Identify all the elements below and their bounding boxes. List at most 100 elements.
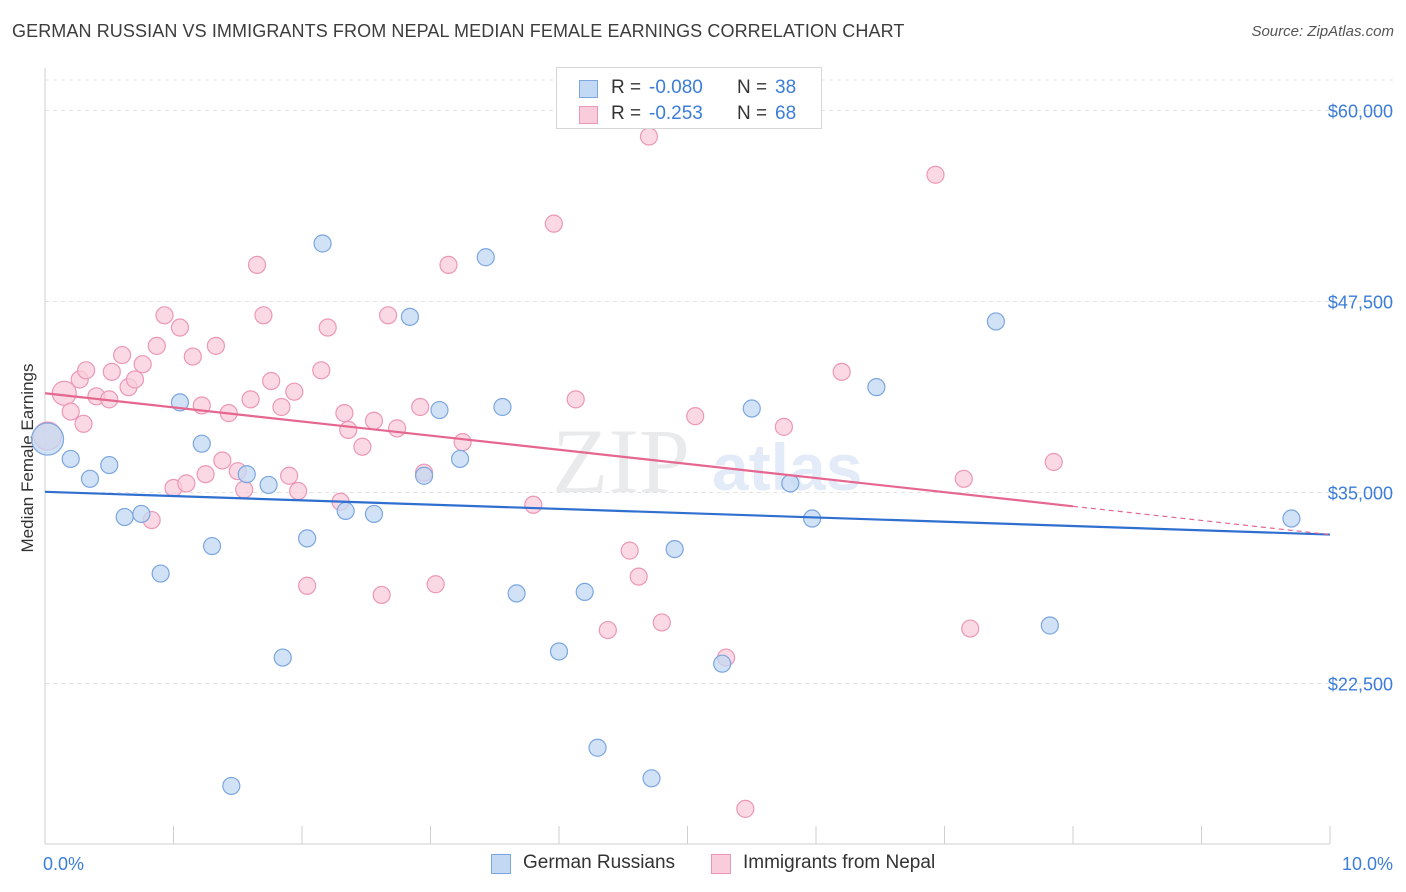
legend-r-label: R = xyxy=(611,77,642,98)
trend-line-nepal xyxy=(44,392,1074,508)
nepal-point xyxy=(177,474,196,493)
german-russian-point xyxy=(450,449,470,469)
nepal-point xyxy=(961,619,980,638)
nepal-point xyxy=(439,255,458,274)
nepal-point xyxy=(102,362,121,381)
nepal-point xyxy=(339,420,358,440)
nepal-point xyxy=(620,541,639,560)
german-russian-point xyxy=(1282,509,1301,528)
german-russian-point xyxy=(414,466,434,485)
nepal-point xyxy=(686,407,705,426)
legend-n-label: N = xyxy=(737,77,768,98)
german-russian-point xyxy=(336,501,355,520)
german-russian-point xyxy=(298,529,317,548)
german-russian-point xyxy=(430,400,449,420)
nepal-point xyxy=(298,576,317,595)
nepal-point xyxy=(1044,452,1063,472)
trend-line-nepal-extension xyxy=(1072,505,1331,536)
legend-swatch-blue xyxy=(579,80,598,98)
nepal-point xyxy=(926,165,945,184)
y-tick-label: $22,500 xyxy=(1328,675,1393,695)
nepal-point xyxy=(196,465,215,484)
nepal-point xyxy=(289,481,308,501)
gridlines xyxy=(45,79,1394,685)
german-russian-point xyxy=(642,769,661,788)
german-russian-point xyxy=(781,474,800,493)
watermark: ZIP atlas xyxy=(552,410,862,512)
german-russian-point xyxy=(742,399,761,418)
german-russian-point xyxy=(192,434,211,453)
nepal-point xyxy=(544,214,563,233)
nepal-point xyxy=(206,336,226,355)
legend-n-value: 38 xyxy=(775,77,797,98)
german-russian-point xyxy=(507,584,526,603)
german-russian-point xyxy=(400,307,420,326)
german-russian-point xyxy=(237,465,256,484)
trend-line-german-russians xyxy=(44,490,1331,536)
german-russian-point xyxy=(222,776,241,796)
nepal-point xyxy=(372,585,391,605)
nepal-point xyxy=(774,417,793,436)
german-russian-point xyxy=(588,738,607,757)
german-russian-point xyxy=(61,449,80,469)
trend-lines xyxy=(44,392,1331,536)
german-russian-point xyxy=(151,564,170,583)
series-label: German Russians xyxy=(523,852,676,873)
nepal-point xyxy=(954,469,973,488)
legend-r-label: R = xyxy=(611,103,642,124)
nepal-point xyxy=(74,414,93,433)
legend-n-label: N = xyxy=(737,103,768,124)
nepal-point xyxy=(832,362,851,381)
german-russian-point xyxy=(364,504,384,524)
nepal-point xyxy=(254,306,273,325)
nepal-point xyxy=(155,306,174,325)
german-russian-point xyxy=(1040,616,1059,635)
german-russian-point xyxy=(259,475,278,495)
nepal-point xyxy=(147,336,166,355)
x-tick-label-min: 0.0% xyxy=(43,854,84,874)
german-russian-point xyxy=(867,378,886,397)
german-russian-point xyxy=(100,455,119,475)
german-russian-point xyxy=(575,582,594,601)
tick-labels: $22,500 $35,000 $47,500 $60,000 0.0% 10.0% xyxy=(43,102,1393,874)
nepal-point xyxy=(77,361,96,380)
nepal-point xyxy=(411,397,430,417)
german-russian-point xyxy=(132,504,151,524)
nepal-point xyxy=(426,575,445,594)
german-russian-point xyxy=(202,536,222,556)
nepal-point xyxy=(213,451,232,470)
nepal-point xyxy=(241,390,260,409)
series-label: Immigrants from Nepal xyxy=(743,852,936,873)
nepal-point xyxy=(453,433,472,452)
nepal-point xyxy=(566,390,585,409)
nepal-point xyxy=(247,255,267,274)
german-russian-point xyxy=(713,654,732,673)
axes xyxy=(44,68,1331,845)
nepal-point xyxy=(629,567,648,586)
nepal-point xyxy=(318,318,337,337)
german-russian-point xyxy=(80,469,100,488)
nepal-point xyxy=(170,318,190,337)
legend-r-value: -0.080 xyxy=(649,77,703,98)
nepal-point xyxy=(112,345,132,365)
german-russian-point xyxy=(665,539,684,559)
german-russian-point xyxy=(549,642,569,661)
legend-n-value: 68 xyxy=(775,103,797,124)
german-russian-point xyxy=(115,507,134,527)
nepal-point xyxy=(639,127,659,146)
german-russian-point xyxy=(273,648,292,667)
nepal-point xyxy=(272,397,291,417)
watermark-atlas: atlas xyxy=(712,430,862,504)
german-russian-points xyxy=(30,234,1301,796)
german-russian-point xyxy=(476,248,495,267)
y-tick-label: $35,000 xyxy=(1328,484,1393,504)
german-russian-point xyxy=(493,397,512,417)
nepal-point xyxy=(235,480,254,499)
nepal-point xyxy=(598,620,617,640)
nepal-point xyxy=(61,402,80,421)
nepal-point xyxy=(285,382,304,401)
y-tick-label: $60,000 xyxy=(1328,102,1393,122)
nepal-point xyxy=(524,495,543,514)
nepal-point xyxy=(125,370,145,389)
